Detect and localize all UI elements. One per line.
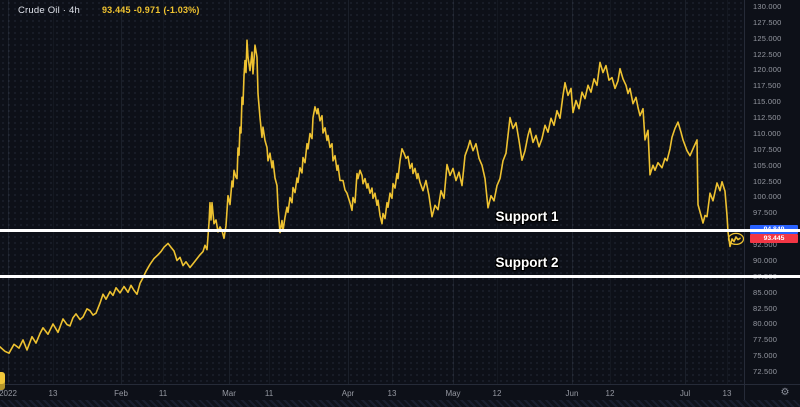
time-axis[interactable]: 2022 13 Feb 11 Mar 11 Apr 13 May 12 Jun 12 Jul 13 [0, 384, 744, 401]
price-tick-label: 105.000 [753, 160, 782, 170]
interval-label: 4h [69, 5, 80, 16]
axis-corner: ⚙ [744, 384, 800, 401]
time-tick-label: 13 [387, 389, 397, 398]
last-price-highlight-ellipse[interactable] [727, 232, 744, 246]
time-tick-label: Jul [679, 389, 691, 398]
window-bottom-edge [0, 400, 800, 407]
price-tick-label: 97.500 [753, 208, 778, 218]
price-tick-label: 90.000 [753, 255, 778, 265]
bid-price-label: 94.849 [750, 224, 798, 234]
time-tick-label: Feb [114, 389, 128, 398]
price-tick-label: 120.000 [753, 65, 782, 75]
chart-pane[interactable] [0, 0, 744, 384]
price-tick-label: 77.500 [753, 335, 778, 345]
price-tick-label: 85.000 [753, 287, 778, 297]
last-price-label: 93.445 [750, 233, 798, 243]
time-tick-label: 12 [605, 389, 615, 398]
price-tick-label: 127.500 [753, 17, 782, 27]
time-tick-label: Jun [565, 389, 579, 398]
support-1-text-annotation[interactable]: Support 1 [495, 208, 559, 224]
time-tick-label: 11 [158, 389, 168, 398]
yellow-marker [0, 372, 5, 390]
time-tick-label: 12 [492, 389, 502, 398]
gear-icon: ⚙ [780, 387, 790, 398]
support-line-2[interactable] [0, 274, 800, 278]
price-tick-label: 117.500 [753, 81, 781, 91]
time-tick-label: Apr [341, 389, 355, 398]
legend-separator: · [62, 5, 67, 16]
price-tick-label: 107.500 [753, 144, 782, 154]
price-tick-label: 125.000 [753, 33, 782, 43]
time-tick-label: 11 [264, 389, 274, 398]
price-tick-label: 115.000 [753, 97, 781, 107]
price-tick-label: 82.500 [753, 303, 778, 313]
price-tick-label: 75.000 [753, 351, 778, 361]
time-tick-label: 13 [48, 389, 58, 398]
time-tick-label: 13 [722, 389, 732, 398]
price-tick-label: 92.500 [753, 240, 778, 249]
support-line-1[interactable] [0, 229, 800, 233]
price-tick-label: 72.500 [753, 367, 778, 376]
time-tick-label: 2022 [0, 389, 17, 398]
price-tick-label: 80.000 [753, 319, 778, 329]
price-change-percent: (-1.03%) [163, 5, 200, 15]
price-change-value: -0.971 [133, 5, 161, 15]
price-tick-label: 122.500 [753, 49, 782, 59]
price-line-chart [0, 39, 744, 355]
last-price-value: 93.445 [101, 5, 131, 15]
time-tick-label: Mar [222, 389, 236, 398]
support-2-text-annotation[interactable]: Support 2 [495, 255, 559, 271]
time-tick-label: May [445, 389, 461, 398]
legend-values: 93.445 -0.971 (-1.03%) [102, 5, 203, 15]
chart-legend: Crude Oil · 4h 93.445 -0.971 (-1.03%) [18, 5, 203, 16]
price-scale-settings-button[interactable]: ⚙ [778, 386, 792, 400]
symbol-title[interactable]: Crude Oil · 4h [18, 5, 80, 16]
price-tick-label: 112.500 [753, 113, 781, 122]
crude-oil-price-line[interactable] [0, 39, 741, 355]
price-tick-label: 102.500 [753, 176, 782, 186]
price-tick-label: 110.000 [753, 128, 781, 138]
price-axis[interactable]: 94.849 93.445 130.000 127.500 125.000 122.5… [744, 0, 800, 384]
price-tick-label: 100.000 [753, 192, 782, 202]
price-tick-label: 130.000 [753, 1, 782, 11]
